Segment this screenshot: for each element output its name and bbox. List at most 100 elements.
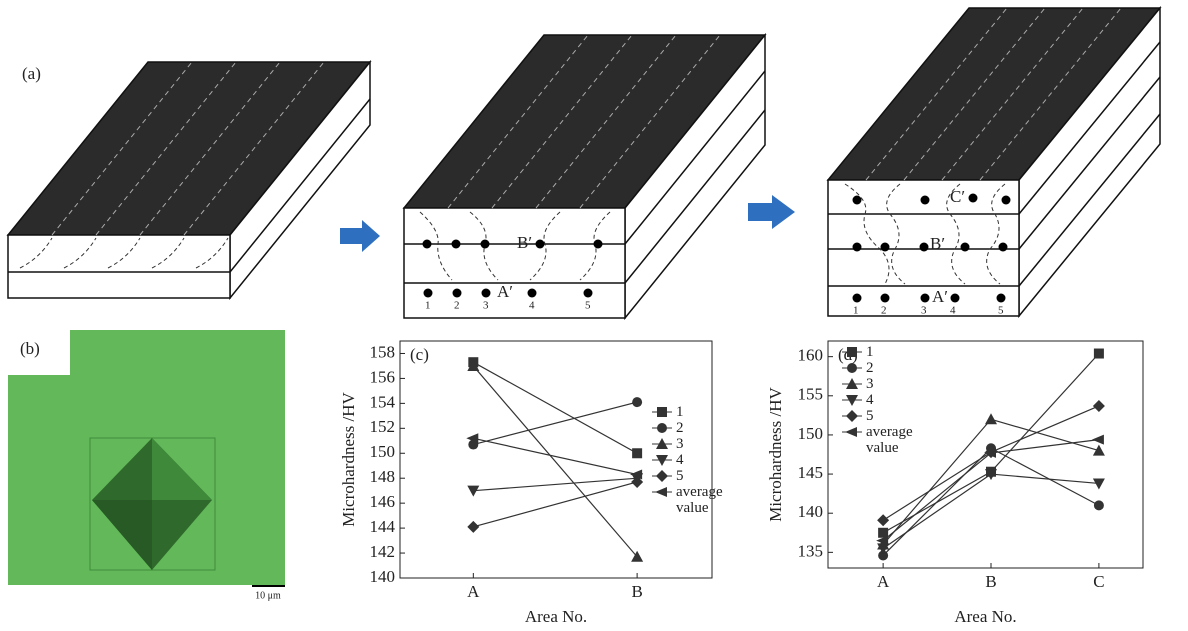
legend-swatch — [842, 360, 866, 376]
page: (a) B′ A′ 1 2 3 4 5 — [0, 0, 1188, 631]
y-tick-label: 148 — [370, 467, 396, 486]
y-tick-label: 156 — [370, 367, 396, 386]
x-tick-label: C — [1093, 572, 1104, 591]
y-axis-title: Microhardness /HV — [766, 387, 785, 522]
legend-label: 1 — [676, 404, 684, 420]
point-label: A′ — [932, 287, 948, 306]
y-tick-label: 150 — [370, 442, 396, 461]
block-3 — [828, 8, 1160, 316]
marker — [467, 521, 479, 533]
marker — [657, 407, 667, 417]
marker — [846, 410, 858, 422]
series-line — [883, 474, 1099, 548]
panel-label: (b) — [20, 339, 40, 358]
legend-label: 4 — [676, 452, 684, 468]
legend-item: 4 — [842, 392, 926, 408]
legend-item: 4 — [652, 452, 736, 468]
legend-swatch — [652, 436, 676, 452]
marker — [657, 423, 667, 433]
y-tick-label: 150 — [798, 424, 824, 443]
marker — [1093, 478, 1105, 489]
series-line — [473, 438, 637, 474]
legend: 12345average value — [842, 344, 926, 456]
legend-item: 3 — [652, 436, 736, 452]
legend-item: 5 — [652, 468, 736, 484]
series-line — [883, 448, 1099, 555]
legend-swatch — [652, 420, 676, 436]
point-number: 3 — [921, 305, 927, 317]
point-number: 2 — [881, 305, 887, 317]
micrograph — [8, 330, 285, 586]
y-tick-label: 140 — [798, 502, 824, 521]
marker — [847, 363, 857, 373]
point-number: 5 — [585, 300, 591, 312]
legend-item: average value — [652, 484, 736, 516]
series-line — [473, 362, 637, 453]
legend-item: 1 — [652, 404, 736, 420]
x-tick-label: B — [985, 572, 996, 591]
legend-item: 5 — [842, 408, 926, 424]
y-tick-label: 146 — [370, 492, 396, 511]
legend-label: 2 — [866, 360, 874, 376]
series-line — [473, 366, 637, 557]
y-tick-label: 144 — [370, 517, 396, 536]
point-number: 4 — [529, 300, 535, 312]
y-tick-label: 155 — [798, 385, 824, 404]
y-tick-label: 154 — [370, 392, 396, 411]
y-tick-label: 135 — [798, 541, 824, 560]
point-number: 4 — [950, 305, 956, 317]
legend-swatch — [842, 376, 866, 392]
marker — [1094, 349, 1104, 359]
y-tick-label: 158 — [370, 342, 396, 361]
legend-swatch — [652, 452, 676, 468]
legend-label: average value — [676, 484, 736, 516]
figure: (a) B′ A′ 1 2 3 4 5 — [0, 0, 1188, 631]
marker — [1092, 435, 1104, 445]
legend-label: 1 — [866, 344, 874, 360]
point-number: 2 — [454, 300, 460, 312]
legend-swatch — [842, 344, 866, 360]
y-tick-label: 145 — [798, 463, 824, 482]
point-label: C′ — [950, 187, 965, 206]
point-number: 5 — [998, 305, 1004, 317]
y-axis-title: Microhardness /HV — [339, 392, 358, 527]
point-label: B′ — [517, 233, 532, 252]
marker — [632, 397, 642, 407]
legend-item: 3 — [842, 376, 926, 392]
arrow — [748, 195, 795, 229]
marker — [877, 514, 889, 526]
y-tick-label: 140 — [370, 567, 396, 586]
legend-label: average value — [866, 424, 926, 456]
panel-label: (c) — [410, 345, 429, 364]
legend-swatch — [842, 408, 866, 424]
y-tick-label: 152 — [370, 417, 396, 436]
legend-swatch — [652, 484, 676, 500]
y-tick-label: 142 — [370, 542, 396, 561]
x-axis-title: Area No. — [954, 607, 1016, 626]
marker — [656, 470, 668, 482]
legend-label: 3 — [676, 436, 684, 452]
x-tick-label: B — [631, 582, 642, 601]
legend-label: 2 — [676, 420, 684, 436]
legend-item: average value — [842, 424, 926, 456]
legend-item: 1 — [842, 344, 926, 360]
block-2 — [404, 35, 765, 318]
x-tick-label: A — [877, 572, 890, 591]
y-tick-label: 160 — [798, 346, 824, 365]
block-1 — [8, 62, 370, 298]
point-number: 1 — [853, 305, 859, 317]
legend-item: 2 — [842, 360, 926, 376]
x-tick-label: A — [467, 582, 480, 601]
point-label: A′ — [497, 282, 513, 301]
marker — [655, 487, 667, 497]
marker — [1093, 400, 1105, 412]
legend-swatch — [842, 424, 866, 440]
legend-swatch — [842, 392, 866, 408]
legend-swatch — [652, 468, 676, 484]
x-axis-title: Area No. — [525, 607, 587, 626]
point-number: 1 — [425, 300, 431, 312]
panel-label: (a) — [22, 64, 41, 83]
marker — [845, 427, 857, 437]
marker — [985, 413, 997, 424]
